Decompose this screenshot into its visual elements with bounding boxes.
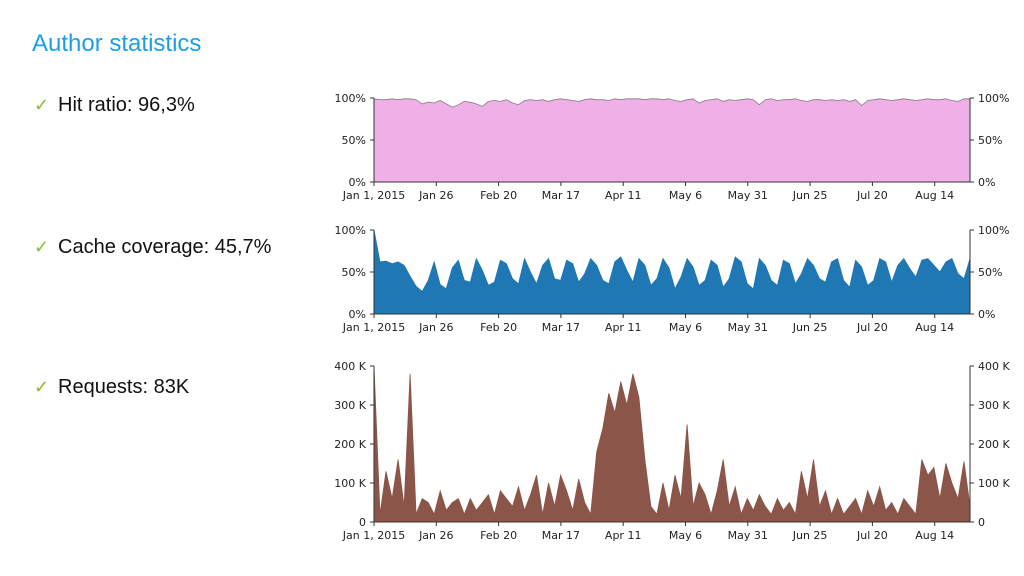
y-tick-label: 100% [335, 224, 366, 237]
x-tick-label: Jan 26 [418, 189, 453, 202]
y-tick-label-right: 100 K [978, 477, 1010, 490]
x-tick-label: Jan 1, 2015 [342, 321, 405, 334]
y-tick-label-right: 0 [978, 516, 985, 529]
x-tick-label: May 31 [728, 529, 768, 542]
x-tick-label: Jan 26 [418, 529, 453, 542]
x-tick-label: Jan 1, 2015 [342, 529, 405, 542]
check-icon: ✓ [34, 237, 50, 257]
x-tick-label: May 31 [728, 321, 768, 334]
y-tick-label: 0% [349, 308, 366, 321]
x-tick-label: Mar 17 [542, 189, 580, 202]
x-tick-label: Jan 1, 2015 [342, 189, 405, 202]
bullet-label: Hit ratio: 96,3% [58, 94, 195, 116]
x-tick-label: Mar 17 [542, 321, 580, 334]
x-tick-label: May 6 [669, 189, 702, 202]
x-tick-label: Mar 17 [542, 529, 580, 542]
bullet-requests: ✓ Requests: 83K [34, 376, 189, 399]
x-tick-label: Jul 20 [856, 529, 888, 542]
bullet-hit-ratio: ✓ Hit ratio: 96,3% [34, 94, 195, 117]
chart-area-series [373, 365, 971, 523]
requests-chart: 0 0 100 K 100 K 200 K 200 K 300 K 300 K 400 K 400… [334, 360, 1010, 542]
x-tick-label: Feb 20 [480, 529, 517, 542]
y-tick-label: 300 K [334, 399, 366, 412]
x-tick-label: Apr 11 [605, 321, 642, 334]
x-tick-label: Jul 20 [856, 189, 888, 202]
y-tick-label-right: 100% [978, 92, 1009, 105]
x-tick-label: Jul 20 [856, 321, 888, 334]
y-tick-label-right: 400 K [978, 360, 1010, 373]
y-tick-label-right: 200 K [978, 438, 1010, 451]
cache-coverage-chart: 0% 0% 50% 50% 100% 100% Jan 1, 2015 Jan 26 Feb 2… [335, 224, 1010, 334]
x-tick-label: Jun 25 [792, 529, 828, 542]
bullet-label: Requests: 83K [58, 376, 190, 398]
x-tick-label: May 31 [728, 189, 768, 202]
x-tick-label: Apr 11 [605, 529, 642, 542]
y-tick-label: 100 K [334, 477, 366, 490]
x-tick-label: May 6 [669, 529, 702, 542]
x-tick-label: Jun 25 [792, 189, 828, 202]
y-tick-label: 0% [349, 176, 366, 189]
y-tick-label: 400 K [334, 360, 366, 373]
x-tick-label: Jun 25 [792, 321, 828, 334]
y-tick-label: 50% [342, 266, 366, 279]
check-icon: ✓ [34, 95, 50, 115]
x-tick-label: Aug 14 [915, 189, 954, 202]
y-tick-label: 50% [342, 134, 366, 147]
page-title: Author statistics [32, 30, 202, 57]
bullet-cache-coverage: ✓ Cache coverage: 45,7% [34, 236, 271, 259]
check-icon: ✓ [34, 377, 50, 397]
y-tick-label: 200 K [334, 438, 366, 451]
y-tick-label-right: 50% [978, 266, 1002, 279]
chart-area-series [373, 229, 971, 315]
x-tick-label: Jan 26 [418, 321, 453, 334]
hit-ratio-chart: 0% 0% 50% 50% 100% 100% Jan 1, 2015 Jan 26 Feb 2… [335, 92, 1010, 202]
x-tick-label: Apr 11 [605, 189, 642, 202]
x-tick-label: Feb 20 [480, 321, 517, 334]
y-tick-label: 100% [335, 92, 366, 105]
bullet-label: Cache coverage: 45,7% [58, 236, 272, 258]
y-tick-label: 0 [359, 516, 366, 529]
x-tick-label: Aug 14 [915, 321, 954, 334]
x-tick-label: May 6 [669, 321, 702, 334]
y-tick-label-right: 0% [978, 308, 995, 321]
y-tick-label-right: 300 K [978, 399, 1010, 412]
x-tick-label: Aug 14 [915, 529, 954, 542]
y-tick-label-right: 0% [978, 176, 995, 189]
chart-area-series [373, 98, 971, 183]
y-tick-label-right: 50% [978, 134, 1002, 147]
y-tick-label-right: 100% [978, 224, 1009, 237]
x-tick-label: Feb 20 [480, 189, 517, 202]
